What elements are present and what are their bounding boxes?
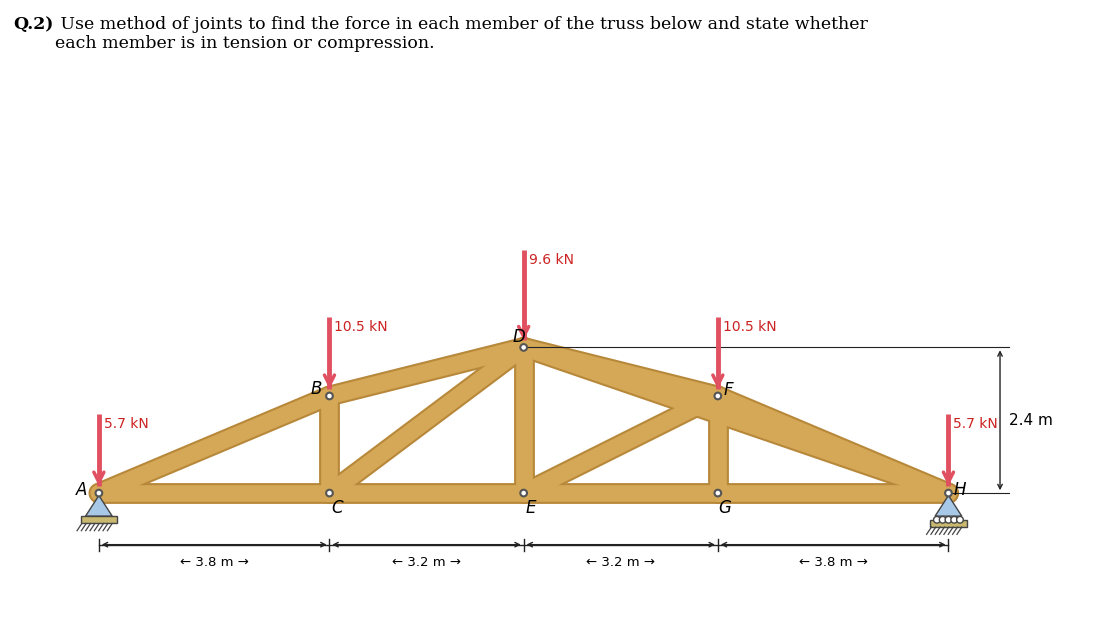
- Text: C: C: [331, 499, 342, 517]
- Text: Q.2): Q.2): [13, 16, 53, 33]
- Text: 5.7 kN: 5.7 kN: [953, 417, 998, 431]
- Text: E: E: [525, 499, 536, 517]
- Circle shape: [945, 517, 952, 523]
- Text: 2.4 m: 2.4 m: [1009, 413, 1053, 428]
- Text: 10.5 kN: 10.5 kN: [722, 320, 777, 334]
- Bar: [931, 520, 966, 527]
- Circle shape: [521, 344, 527, 351]
- Text: Use method of joints to find the force in each member of the truss below and sta: Use method of joints to find the force i…: [55, 16, 869, 53]
- Text: F: F: [724, 381, 733, 399]
- Circle shape: [715, 489, 721, 496]
- Circle shape: [951, 517, 957, 523]
- Circle shape: [934, 517, 941, 523]
- Text: ← 3.8 m →: ← 3.8 m →: [179, 555, 248, 569]
- Circle shape: [715, 392, 721, 399]
- Circle shape: [95, 489, 102, 496]
- Circle shape: [521, 489, 527, 496]
- Circle shape: [945, 489, 952, 496]
- Text: 5.7 kN: 5.7 kN: [104, 417, 148, 431]
- Text: ← 3.8 m →: ← 3.8 m →: [799, 555, 868, 569]
- Text: ← 3.2 m →: ← 3.2 m →: [392, 555, 461, 569]
- Text: D: D: [512, 328, 525, 346]
- Text: B: B: [310, 380, 321, 398]
- Bar: [81, 515, 117, 524]
- Polygon shape: [935, 496, 962, 516]
- Polygon shape: [85, 496, 112, 516]
- Circle shape: [940, 517, 946, 523]
- Circle shape: [956, 517, 963, 523]
- Text: G: G: [719, 499, 731, 517]
- Text: 9.6 kN: 9.6 kN: [529, 254, 574, 268]
- Text: H: H: [953, 481, 965, 499]
- Circle shape: [326, 489, 332, 496]
- Text: ← 3.2 m →: ← 3.2 m →: [586, 555, 655, 569]
- Circle shape: [326, 392, 332, 399]
- Text: 10.5 kN: 10.5 kN: [335, 320, 388, 334]
- Text: A: A: [76, 481, 88, 499]
